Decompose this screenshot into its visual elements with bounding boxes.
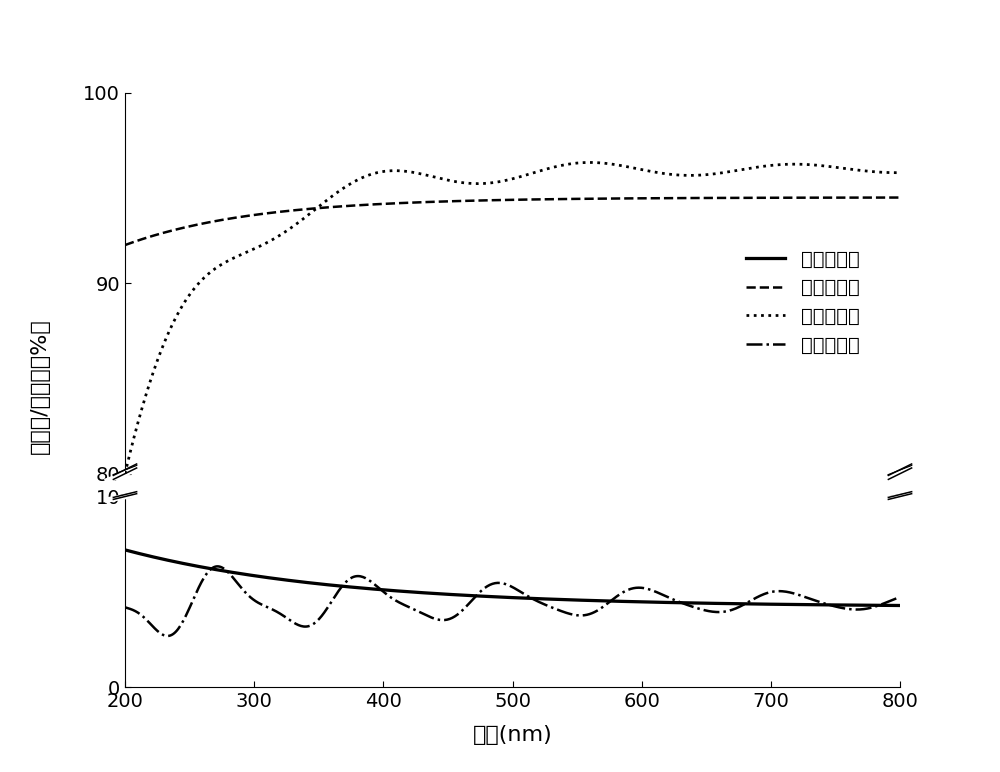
薄膜透射率	[470, 179, 482, 188]
Legend: 基底反射率, 基底透射率, 薄膜透射率, 薄膜反射率: 基底反射率, 基底透射率, 薄膜透射率, 薄膜反射率	[738, 242, 867, 363]
薄膜透射率	[704, 170, 716, 179]
基底反射率	[256, 572, 268, 581]
X-axis label: 波长(nm): 波长(nm)	[473, 725, 552, 745]
基底反射率	[318, 580, 330, 589]
Line: 薄膜反射率: 薄膜反射率	[125, 567, 900, 636]
薄膜透射率	[576, 158, 588, 168]
基底透射率	[318, 203, 330, 212]
薄膜反射率	[472, 589, 484, 598]
基底反射率	[637, 598, 649, 607]
基底透射率	[637, 194, 649, 203]
薄膜反射率	[321, 604, 333, 614]
薄膜透射率	[638, 165, 650, 174]
薄膜反射率	[578, 611, 590, 620]
薄膜透射率	[119, 469, 131, 479]
薄膜反射率	[162, 631, 174, 641]
薄膜透射率	[318, 198, 330, 207]
薄膜反射率	[639, 584, 651, 593]
薄膜反射率	[705, 607, 717, 616]
薄膜透射率	[894, 168, 906, 178]
基底透射率	[119, 240, 131, 249]
Line: 薄膜透射率: 薄膜透射率	[125, 162, 900, 474]
基底反射率	[119, 545, 131, 554]
基底透射率	[703, 193, 715, 202]
基底透射率	[894, 193, 906, 202]
薄膜透射率	[256, 240, 268, 249]
薄膜透射率	[583, 157, 595, 167]
薄膜反射率	[259, 601, 271, 611]
Line: 基底透射率: 基底透射率	[125, 198, 900, 245]
基底透射率	[256, 209, 268, 218]
基底透射率	[576, 195, 588, 204]
薄膜反射率	[211, 562, 223, 571]
基底透射率	[470, 196, 482, 205]
薄膜反射率	[894, 592, 906, 601]
基底反射率	[703, 598, 715, 608]
薄膜反射率	[119, 603, 131, 612]
Line: 基底反射率: 基底反射率	[125, 550, 900, 605]
基底反射率	[894, 601, 906, 610]
基底反射率	[470, 591, 482, 601]
Text: 透射率/反射率（%）: 透射率/反射率（%）	[30, 318, 50, 454]
基底反射率	[576, 595, 588, 604]
